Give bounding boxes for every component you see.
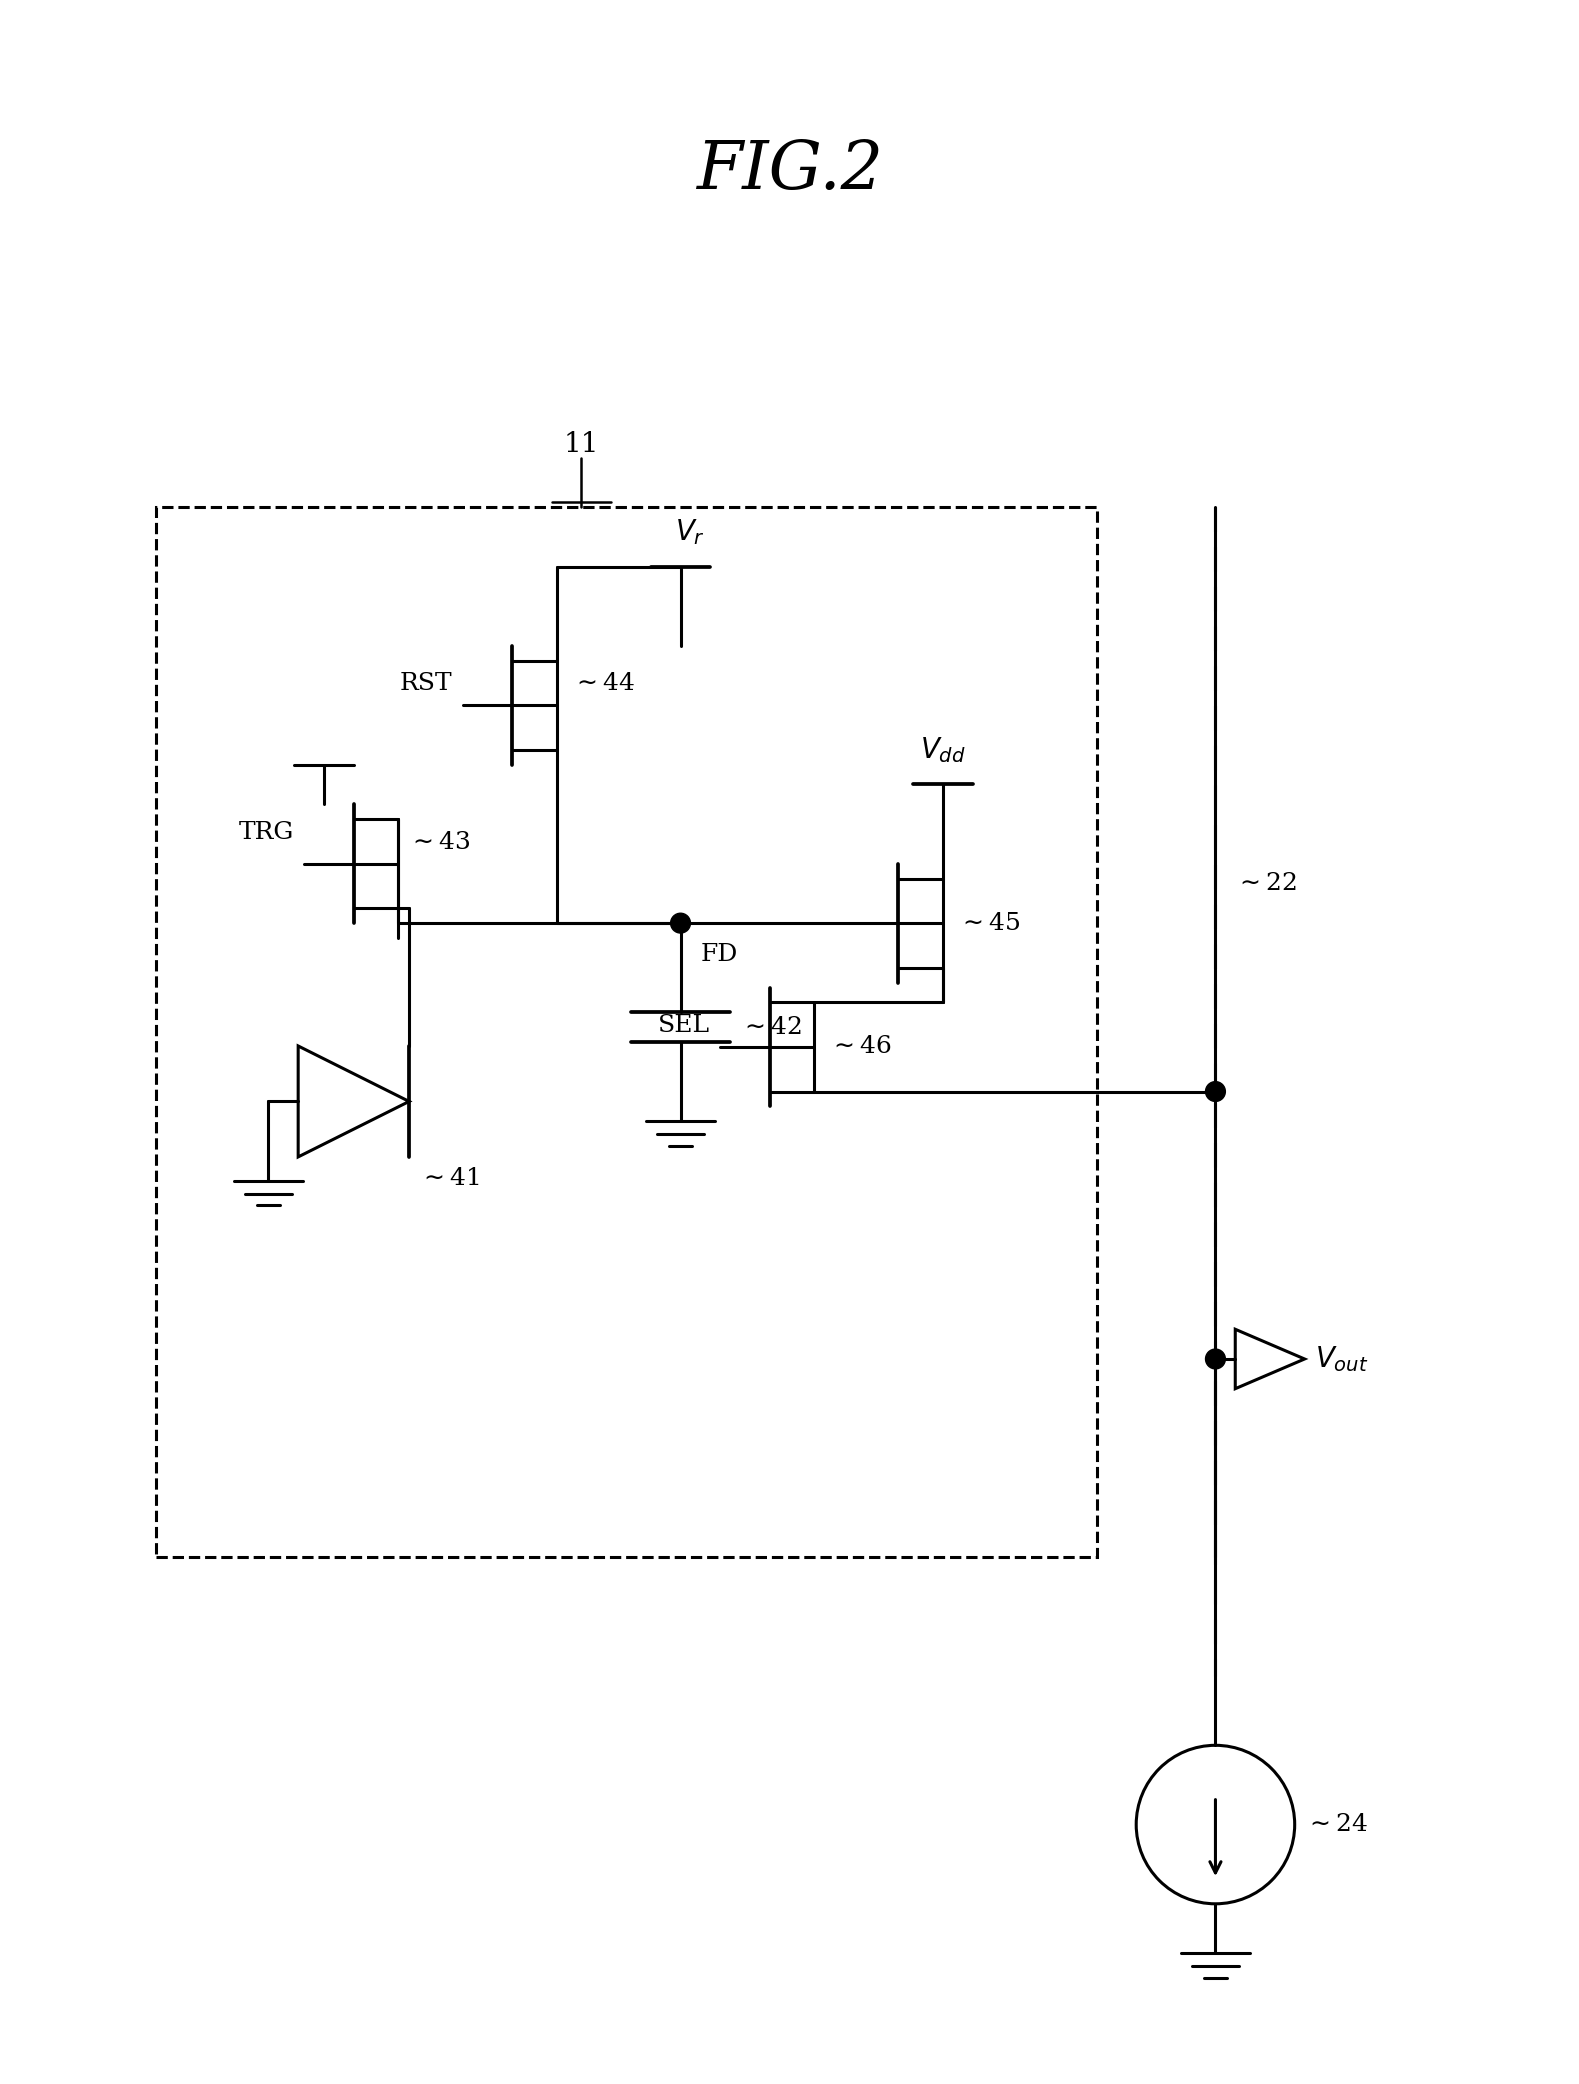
Text: FD: FD bbox=[701, 942, 737, 967]
Text: 11: 11 bbox=[564, 431, 598, 458]
Bar bbox=[155, 506, 1096, 1557]
Circle shape bbox=[1205, 1348, 1225, 1369]
Text: $\sim$45: $\sim$45 bbox=[958, 911, 1020, 934]
Text: $V_{out}$: $V_{out}$ bbox=[1314, 1344, 1367, 1373]
Circle shape bbox=[671, 913, 690, 934]
Text: TRG: TRG bbox=[238, 821, 294, 844]
Text: $\sim$22: $\sim$22 bbox=[1235, 871, 1298, 894]
Text: SEL: SEL bbox=[658, 1015, 711, 1038]
Text: $\sim$42: $\sim$42 bbox=[741, 1015, 802, 1038]
Text: RST: RST bbox=[399, 673, 453, 696]
Text: $\sim$41: $\sim$41 bbox=[418, 1167, 480, 1190]
Text: $\sim$46: $\sim$46 bbox=[829, 1036, 892, 1059]
Circle shape bbox=[1205, 1082, 1225, 1102]
Text: FIG.2: FIG.2 bbox=[696, 138, 883, 202]
Text: $\sim$24: $\sim$24 bbox=[1304, 1813, 1367, 1836]
Text: $\sim$43: $\sim$43 bbox=[407, 832, 471, 854]
Text: $V_r$: $V_r$ bbox=[676, 517, 706, 546]
Text: $V_{dd}$: $V_{dd}$ bbox=[921, 736, 966, 765]
Text: $\sim$44: $\sim$44 bbox=[572, 673, 635, 696]
